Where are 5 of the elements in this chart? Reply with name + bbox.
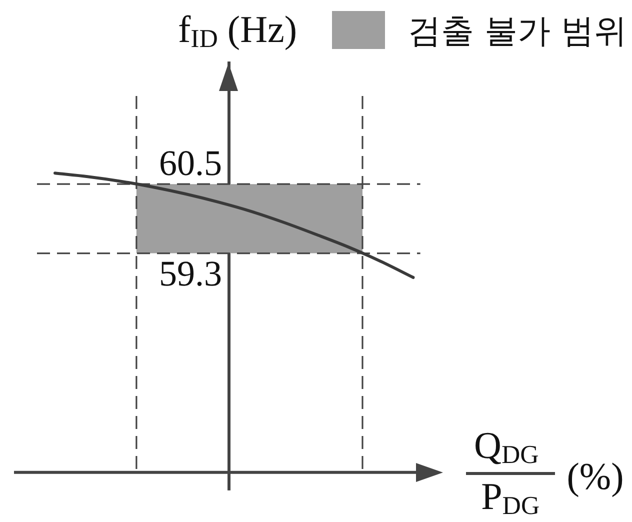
legend-label: 검출 불가 범위 [408, 10, 627, 50]
x-axis-title: Q$_{DG}$ P$_{DG}$ (%) [473, 425, 624, 520]
ref-line-label: 60.5 [158, 143, 222, 184]
ref-line-label: 59.3 [158, 253, 222, 294]
y-axis-title: f$_{ID}$ (Hz) [178, 9, 298, 54]
